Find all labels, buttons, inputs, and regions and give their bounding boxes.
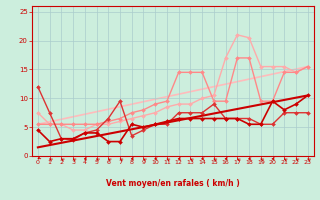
X-axis label: Vent moyen/en rafales ( km/h ): Vent moyen/en rafales ( km/h ): [106, 179, 240, 188]
